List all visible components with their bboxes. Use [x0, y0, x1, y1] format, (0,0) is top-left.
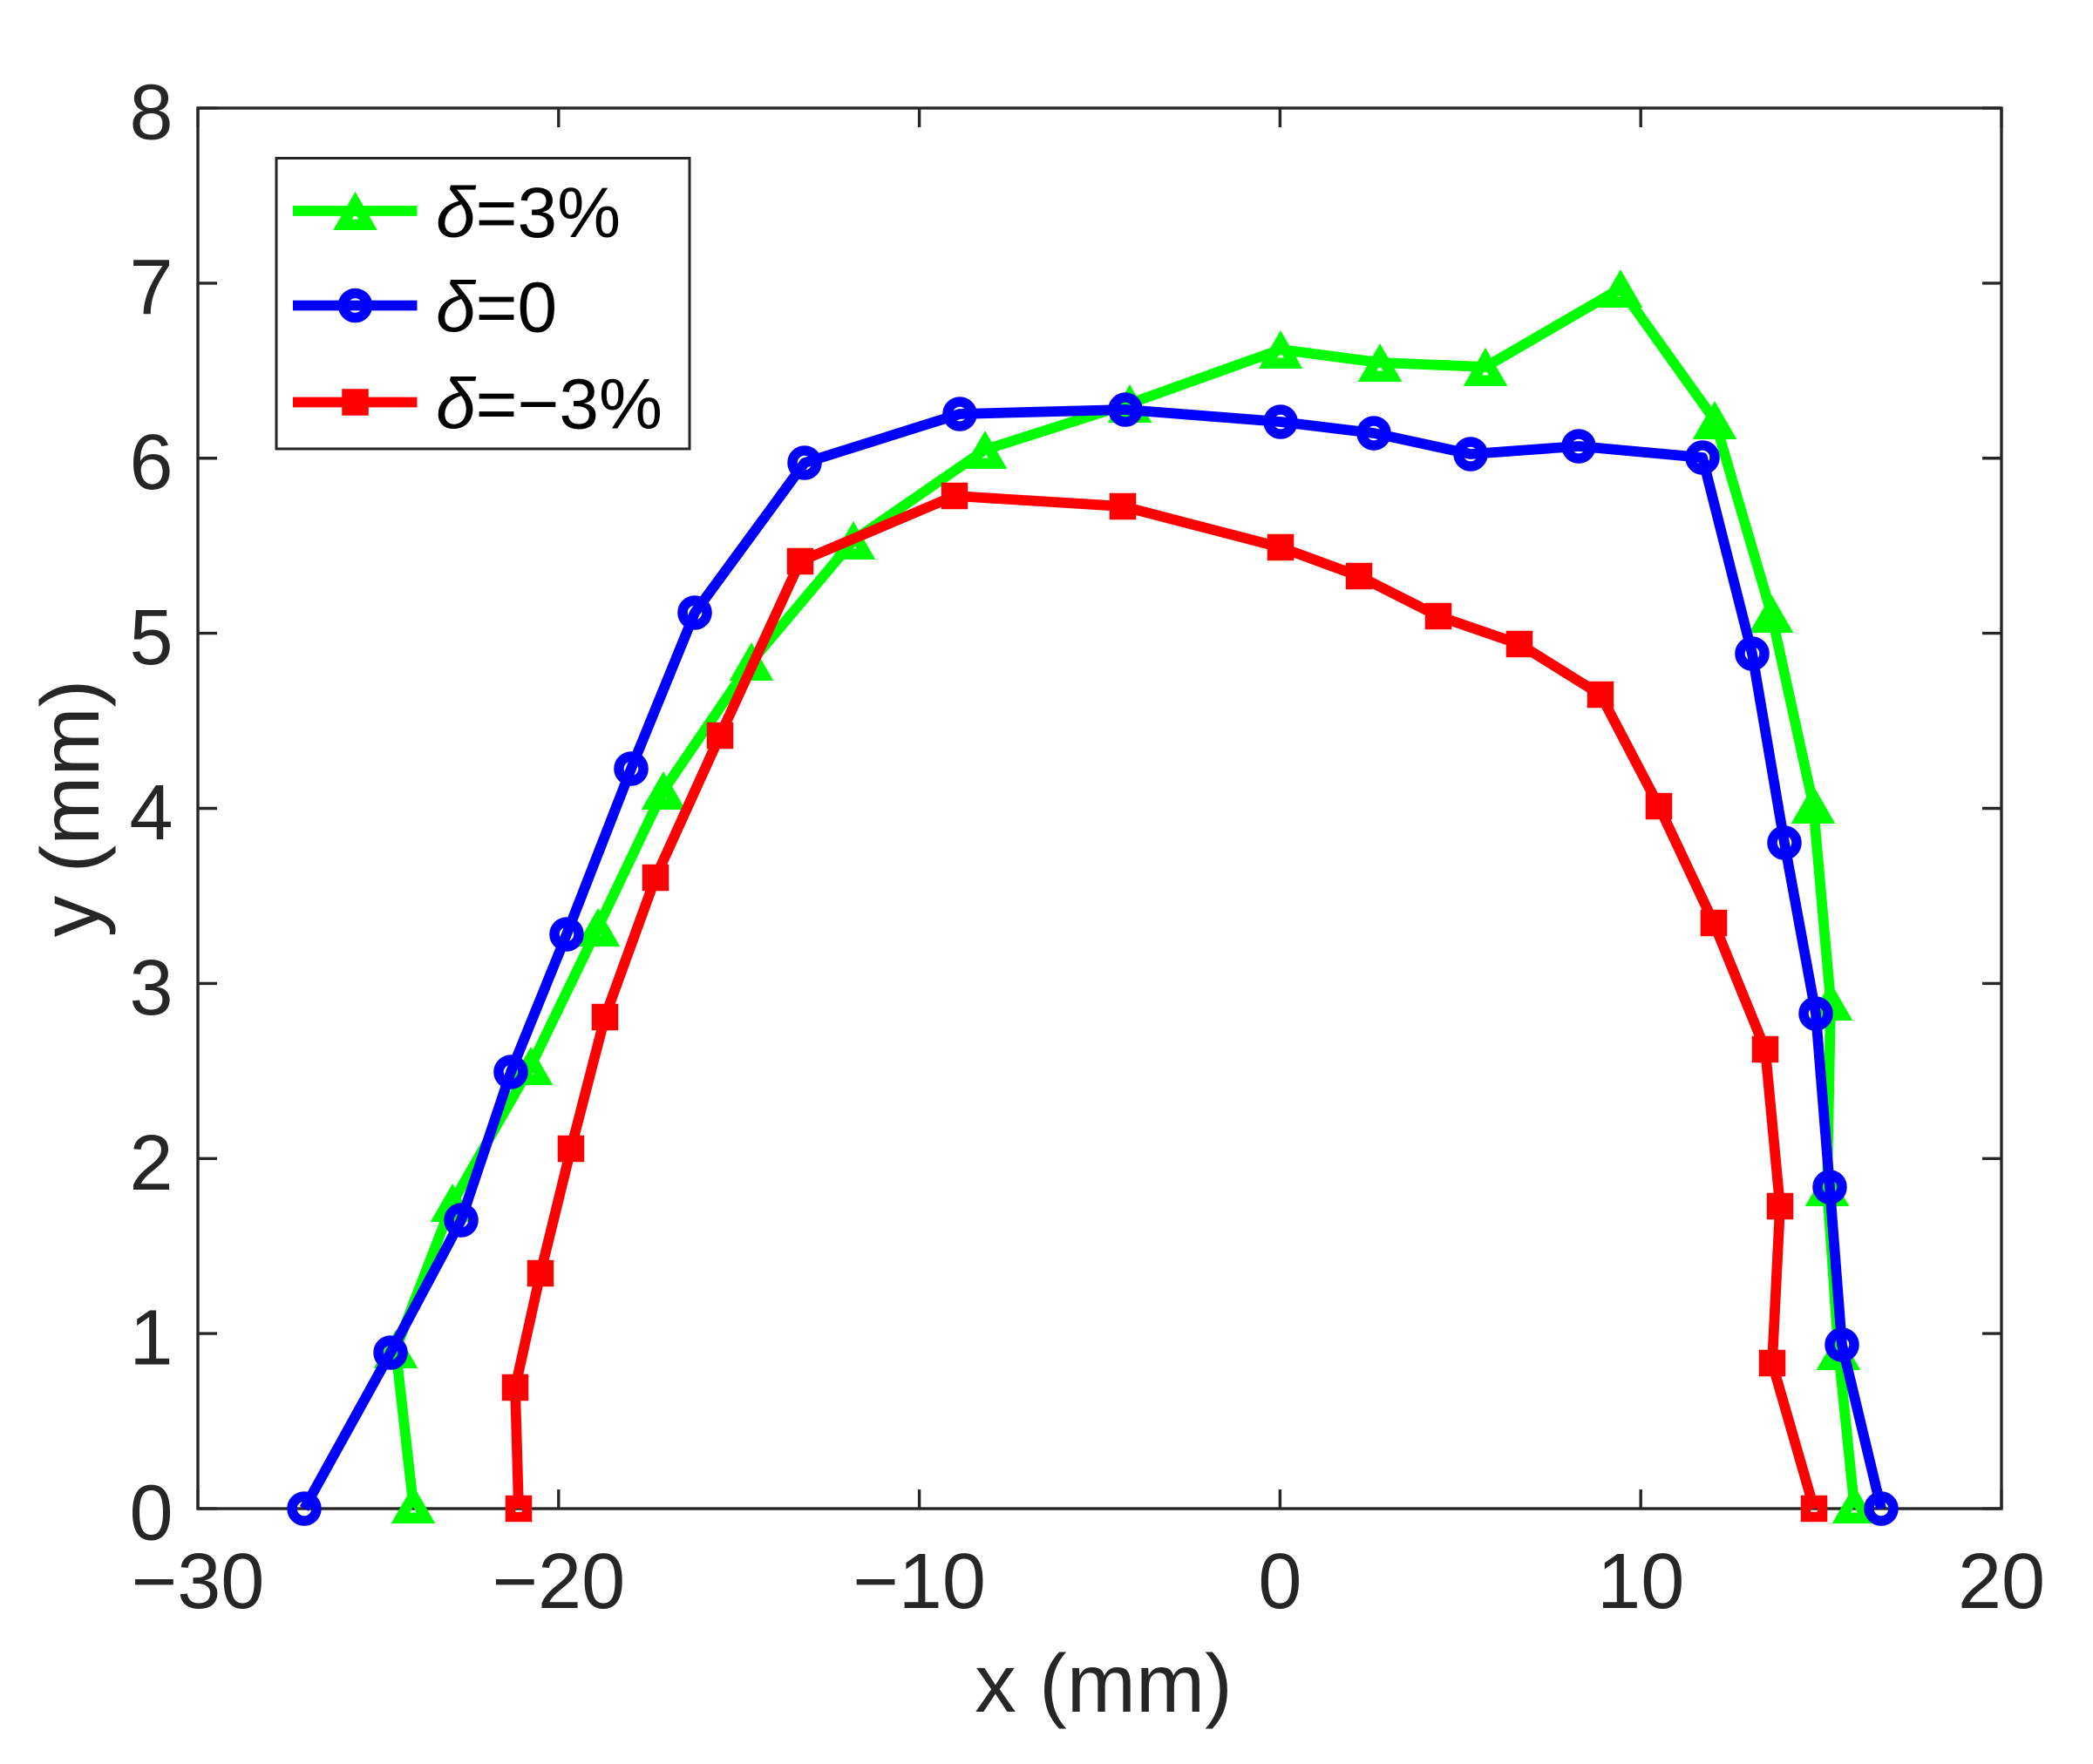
svg-text:8: 8	[129, 70, 173, 157]
svg-text:δ=0: δ=0	[436, 268, 557, 348]
svg-text:0: 0	[129, 1470, 173, 1557]
svg-text:y (mm): y (mm)	[24, 680, 117, 937]
svg-text:4: 4	[129, 770, 173, 857]
svg-text:2: 2	[129, 1120, 173, 1207]
svg-text:5: 5	[129, 594, 173, 682]
svg-text:δ=3%: δ=3%	[436, 173, 621, 253]
svg-text:1: 1	[129, 1295, 173, 1382]
svg-text:x (mm): x (mm)	[975, 1638, 1232, 1730]
svg-text:3: 3	[129, 945, 173, 1032]
svg-text:10: 10	[1597, 1538, 1684, 1625]
svg-text:0: 0	[1258, 1538, 1301, 1625]
svg-text:7: 7	[129, 244, 173, 331]
svg-text:20: 20	[1958, 1538, 2045, 1625]
svg-text:−20: −20	[492, 1538, 625, 1625]
svg-text:δ=−3%: δ=−3%	[436, 365, 663, 444]
svg-text:−10: −10	[853, 1538, 986, 1625]
svg-text:−30: −30	[132, 1538, 265, 1625]
svg-text:6: 6	[129, 419, 173, 506]
